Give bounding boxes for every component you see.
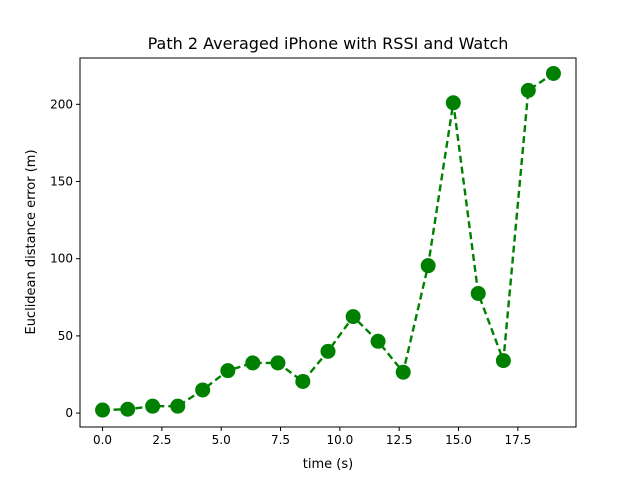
data-point <box>495 353 511 369</box>
data-point <box>395 364 411 380</box>
series-line <box>102 72 555 412</box>
data-point <box>445 95 461 111</box>
series-layer <box>95 65 561 418</box>
data-point <box>95 402 111 418</box>
plot-frame <box>79 57 577 428</box>
data-point <box>220 363 236 379</box>
x-axis: 0.0 2.5 5.0 7.5 10.0 12.5 15.0 17.5 <box>93 427 531 447</box>
y-axis-label: Euclidean distance error (m) <box>24 149 39 334</box>
x-tick-label: 17.5 <box>504 433 531 447</box>
y-tick-label: 200 <box>50 97 73 111</box>
data-point <box>420 258 436 274</box>
data-point <box>470 285 486 301</box>
y-tick-label: 50 <box>58 329 73 343</box>
x-tick-label: 12.5 <box>386 433 413 447</box>
y-tick-label: 0 <box>65 406 73 420</box>
data-point <box>170 398 186 414</box>
y-axis: 0 50 100 150 200 <box>50 97 80 420</box>
x-tick-label: 15.0 <box>445 433 472 447</box>
x-tick-label: 0.0 <box>93 433 112 447</box>
plot-area <box>79 57 577 428</box>
data-point <box>195 382 211 398</box>
chart-title: Path 2 Averaged iPhone with RSSI and Wat… <box>148 34 509 53</box>
x-tick-label: 2.5 <box>152 433 171 447</box>
x-tick-label: 7.5 <box>271 433 290 447</box>
y-tick-label: 150 <box>50 175 73 189</box>
y-tick-label: 100 <box>50 252 73 266</box>
x-tick-label: 5.0 <box>212 433 231 447</box>
data-point <box>245 355 261 371</box>
data-point <box>370 333 386 349</box>
data-point <box>120 401 136 417</box>
data-point <box>345 309 361 325</box>
data-point <box>295 373 311 389</box>
data-point <box>270 355 286 371</box>
x-tick-label: 10.0 <box>327 433 354 447</box>
data-point <box>320 343 336 359</box>
data-point <box>145 398 161 414</box>
data-point <box>520 82 536 98</box>
data-point <box>545 65 561 81</box>
x-axis-label: time (s) <box>303 457 353 472</box>
